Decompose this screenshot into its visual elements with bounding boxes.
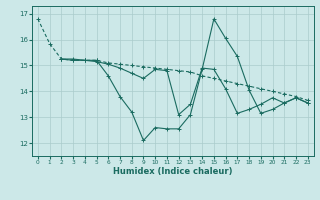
X-axis label: Humidex (Indice chaleur): Humidex (Indice chaleur) [113, 167, 233, 176]
